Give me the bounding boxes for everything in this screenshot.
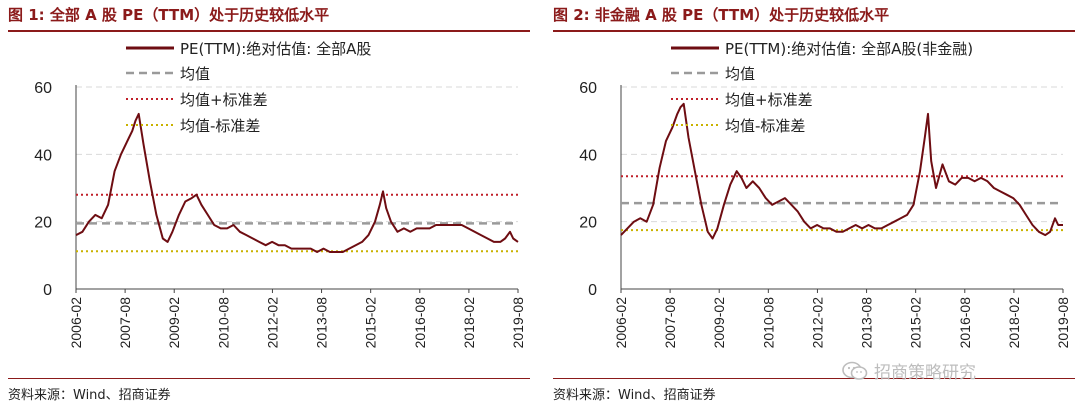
legend-mean-plus-std-label: 均值+标准差 [725, 91, 813, 109]
x-tick-label: 2013-08 [859, 297, 875, 349]
y-tick-label: 60 [579, 80, 597, 97]
x-tick-label: 2018-02 [461, 297, 477, 349]
x-tick-label: 2015-02 [363, 297, 379, 349]
y-tick-label: 0 [588, 282, 597, 299]
pe-series-line [620, 102, 1063, 240]
x-tick-label: 2019-08 [1055, 297, 1071, 349]
x-tick-label: 2016-08 [957, 297, 973, 349]
x-tick-label: 2019-08 [510, 297, 526, 349]
y-tick-label: 20 [579, 215, 597, 232]
watermark-text: 招商策略研究 [874, 363, 976, 383]
figure-2-title: 图 2: 非金融 A 股 PE（TTM）处于历史较低水平 [553, 6, 890, 24]
legend-mean-minus-std-label: 均值-标准差 [180, 117, 260, 135]
y-tick-label: 0 [43, 282, 52, 299]
x-tick-label: 2007-08 [662, 297, 678, 349]
x-tick-label: 2006-02 [68, 297, 84, 349]
figure-1-top-rule [8, 30, 530, 32]
x-tick-label: 2007-08 [117, 297, 133, 349]
figure-2-bottom-rule [553, 378, 1075, 379]
legend-mean-label: 均值 [180, 65, 210, 83]
x-tick-label: 2006-02 [613, 297, 629, 349]
legend-pe-label: PE(TTM):绝对估值: 全部A股 [180, 40, 371, 58]
x-tick-label: 2012-02 [264, 297, 280, 349]
figure-1-source: 资料来源：Wind、招商证券 [8, 388, 171, 403]
x-tick-label: 2013-08 [314, 297, 330, 349]
figure-2-chart: 0 20 40 60 2006-02 2007-08 2009-02 2010-08 2012-… [579, 40, 1071, 349]
y-tick-label: 20 [34, 215, 52, 232]
wechat-icon [842, 361, 868, 380]
x-tick-label: 2016-08 [412, 297, 428, 349]
legend-mean-label: 均值 [725, 65, 755, 83]
y-tick-label: 40 [579, 147, 597, 164]
x-tick-label: 2015-02 [908, 297, 924, 349]
x-tick-label: 2018-02 [1006, 297, 1022, 349]
legend-mean-plus-std-label: 均值+标准差 [180, 91, 268, 109]
figure-1-chart: 0 20 40 60 2006-02 2007-08 2009-02 2010-08 2012-… [34, 40, 526, 349]
figure-1-title: 图 1: 全部 A 股 PE（TTM）处于历史较低水平 [8, 6, 330, 24]
x-tick-label: 2009-02 [711, 297, 727, 349]
legend-mean-minus-std-label: 均值-标准差 [725, 117, 805, 135]
x-tick-label: 2010-08 [760, 297, 776, 349]
legend-pe-label: PE(TTM):绝对估值: 全部A股(非金融) [725, 40, 973, 58]
figure-2-panel: 图 2: 非金融 A 股 PE（TTM）处于历史较低水平 0 20 40 60 2006… [553, 0, 1080, 417]
x-tick-label: 2009-02 [166, 297, 182, 349]
pe-series-line [75, 112, 519, 253]
figure-2-source: 资料来源：Wind、招商证券 [553, 388, 716, 403]
figure-1-panel: 图 1: 全部 A 股 PE（TTM）处于历史较低水平 0 20 40 60 2006-… [8, 0, 538, 417]
figure-1-bottom-rule [8, 378, 530, 379]
figure-2-top-rule [553, 30, 1075, 32]
watermark: 招商策略研究 [842, 358, 976, 383]
x-tick-label: 2010-08 [215, 297, 231, 349]
y-tick-label: 60 [34, 80, 52, 97]
y-tick-label: 40 [34, 147, 52, 164]
x-tick-label: 2012-02 [809, 297, 825, 349]
